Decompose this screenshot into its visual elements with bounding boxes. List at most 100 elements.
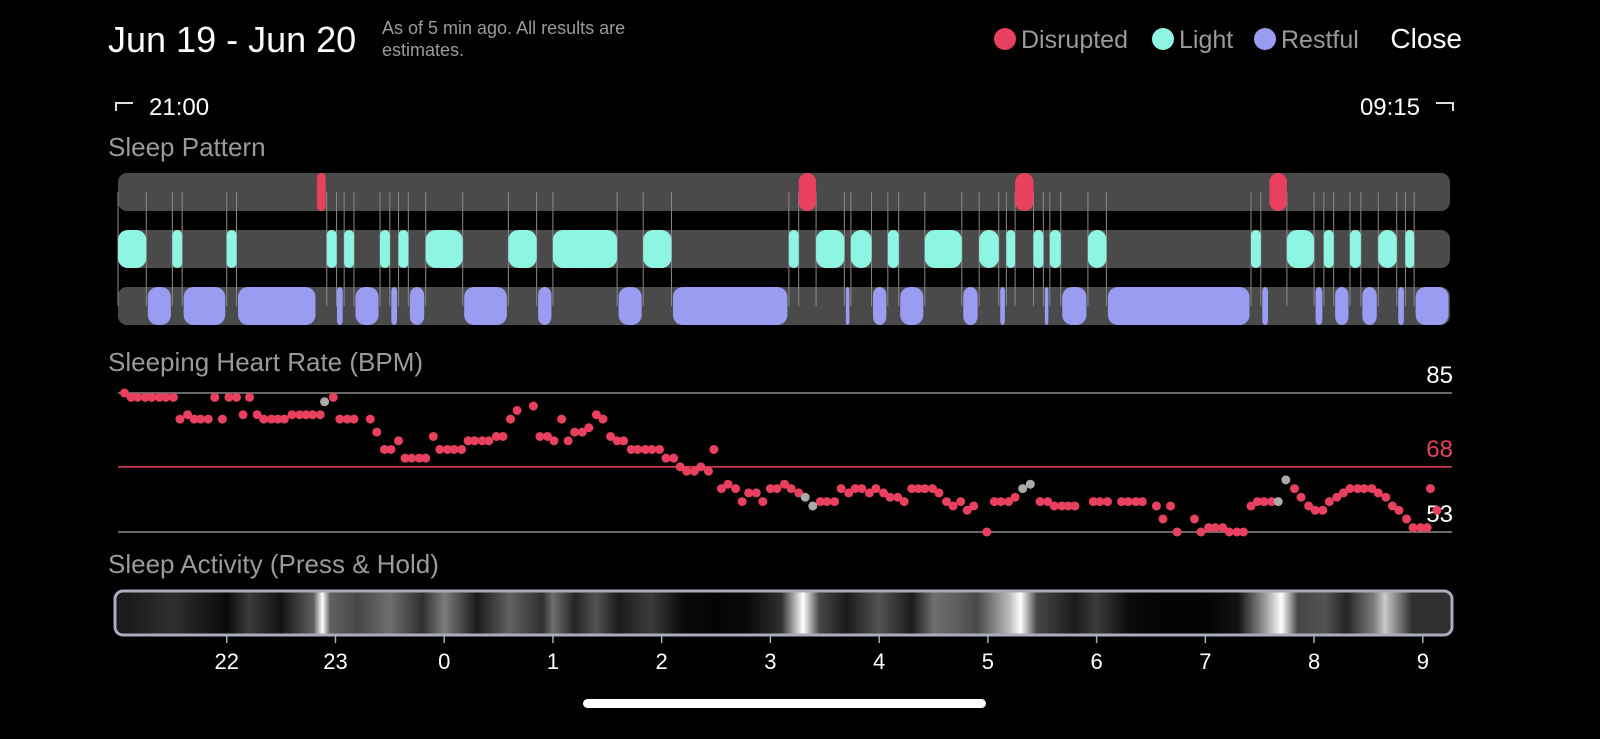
heart-rate-point (232, 392, 242, 402)
heart-rate-point (1043, 497, 1053, 507)
heart-rate-point (830, 497, 840, 507)
light-segment (788, 230, 799, 268)
x-tick-label: 4 (873, 649, 885, 674)
heart-rate-point (907, 484, 917, 494)
close-button[interactable]: Close (1390, 23, 1462, 54)
x-tick-label: 8 (1308, 649, 1320, 674)
heart-rate-point (1381, 492, 1391, 502)
legend-label: Restful (1281, 26, 1359, 54)
heart-rate-point (315, 410, 325, 420)
section-title: Sleep Activity (Press & Hold) (108, 549, 439, 579)
heart-rate-point (210, 392, 220, 402)
y-tick-label: 53 (1426, 501, 1453, 528)
heart-rate-point (449, 444, 459, 454)
heart-rate-point (675, 462, 685, 472)
legend-label: Light (1179, 26, 1233, 54)
heart-rate-point (850, 484, 860, 494)
y-tick-label: 85 (1426, 362, 1453, 389)
restful-segment (464, 287, 507, 325)
heart-rate-point (633, 444, 643, 454)
heart-rate-point (457, 444, 467, 454)
heart-rate-point (1425, 484, 1435, 494)
heart-rate-point (1049, 501, 1059, 511)
light-segment (226, 230, 237, 268)
heart-rate-point (1267, 497, 1277, 507)
light-segment (1006, 230, 1016, 268)
heart-rate-point (549, 436, 559, 446)
section-title: Sleep Pattern (108, 132, 266, 162)
heart-rate-point (878, 488, 888, 498)
heart-rate-point (238, 410, 248, 420)
light-segment (326, 230, 337, 268)
heart-rate-point (661, 453, 671, 463)
light-segment (380, 230, 390, 268)
light-segment (1087, 230, 1107, 268)
restful-segment (845, 287, 850, 325)
heart-rate-point (591, 410, 601, 420)
heart-rate-point (716, 484, 726, 494)
heart-rate-point (1151, 501, 1161, 511)
heart-rate-point (1332, 492, 1342, 502)
heart-rate-point (1158, 514, 1168, 524)
legend-dot (1254, 28, 1276, 50)
heart-rate-point (626, 444, 636, 454)
heart-rate-point (647, 444, 657, 454)
x-tick-label: 22 (214, 649, 238, 674)
heart-rate-point (606, 431, 616, 441)
heart-rate-point (1088, 497, 1098, 507)
light-segment (924, 230, 962, 268)
track (118, 230, 1450, 268)
light-segment (1349, 230, 1361, 268)
subtitle: As of 5 min ago. All results are estimat… (382, 18, 626, 60)
restful-segment (391, 287, 398, 325)
heart-rate-point (342, 414, 352, 424)
heart-rate-point (864, 488, 874, 498)
heart-rate-point (1422, 523, 1432, 533)
disrupted-segment (798, 173, 817, 211)
heart-rate-point (1025, 479, 1035, 489)
heart-rate-point (927, 484, 937, 494)
heart-rate-point (709, 444, 719, 454)
light-segment (172, 230, 183, 268)
heart-rate-point (1210, 523, 1220, 533)
heart-rate-point (584, 423, 594, 433)
light-segment (1049, 230, 1061, 268)
heart-rate-point (744, 488, 754, 498)
heart-rate-point (996, 497, 1006, 507)
heart-rate-point (751, 488, 761, 498)
title: Jun 19 - Jun 20 (108, 19, 356, 60)
restful-segment (1335, 287, 1349, 325)
heart-rate-point (335, 414, 345, 424)
heart-rate-point (279, 414, 289, 424)
heart-rate-point (1432, 505, 1442, 515)
restful-segment (618, 287, 642, 325)
heart-rate-point (543, 431, 553, 441)
heart-rate-point (1310, 505, 1320, 515)
heart-rate-point (400, 453, 410, 463)
heart-rate-point (1281, 475, 1291, 485)
restful-segment (1362, 287, 1377, 325)
heart-rate-point (1324, 497, 1334, 507)
heart-rate-point (259, 414, 269, 424)
heart-rate-point (1367, 484, 1377, 494)
range-end: 09:15 (1360, 94, 1420, 121)
heart-rate-point (913, 484, 923, 494)
heart-rate-point (696, 462, 706, 472)
heart-rate-point (301, 410, 311, 420)
restful-segment (183, 287, 226, 325)
heart-rate-point (349, 414, 359, 424)
range-start: 21:00 (149, 94, 209, 121)
heart-rate-point (1296, 492, 1306, 502)
disrupted-segment (316, 173, 326, 211)
heart-rate-point (885, 492, 895, 502)
restful-segment (1415, 287, 1449, 325)
heart-rate-point (1057, 501, 1067, 511)
heart-rate-point (535, 431, 545, 441)
activity-bar (113, 589, 1454, 637)
heart-rate-point (737, 497, 747, 507)
heart-rate-point (723, 479, 733, 489)
heart-rate-point (989, 497, 999, 507)
heart-rate-point (982, 527, 992, 537)
heart-rate-point (498, 431, 508, 441)
restful-segment (1262, 287, 1269, 325)
